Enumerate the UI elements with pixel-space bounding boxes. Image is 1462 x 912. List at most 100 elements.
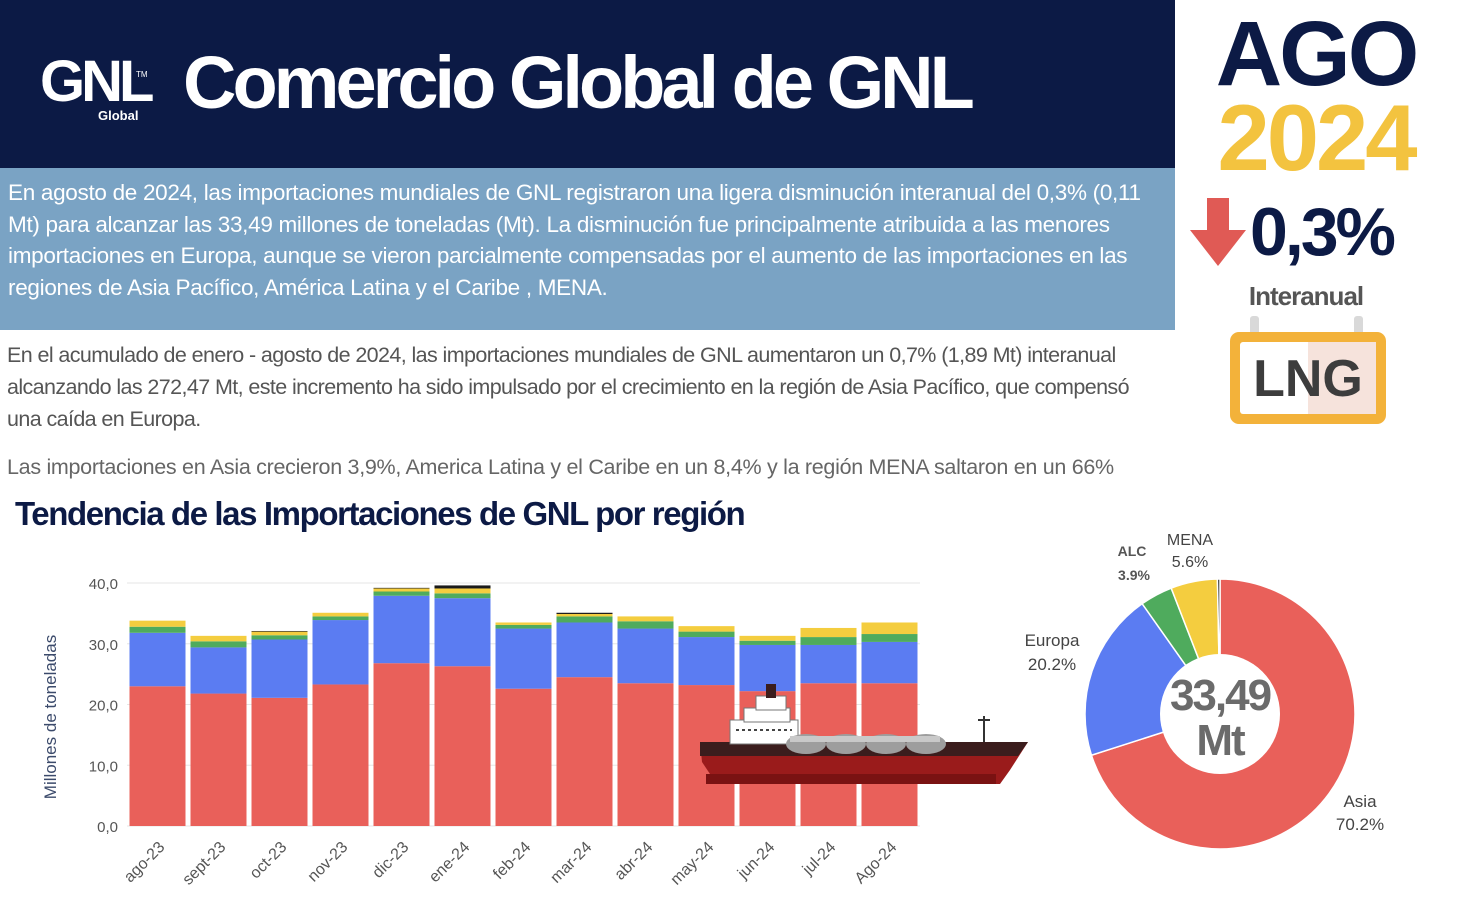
donut-pct-alc: 3.9% [1118,567,1150,583]
donut-pct-asia: 70.2% [1336,815,1384,834]
bar-segment-asia [312,684,369,826]
bar-segment-mena [678,626,735,632]
bar-segment-mena [373,588,430,592]
bar-segment-mena [434,588,491,594]
bar-segment-europa [495,628,552,689]
month-label: AGO [1215,3,1420,105]
bar-segment-asia [129,686,186,826]
bar-segment-mena [251,631,308,636]
bar-segment-mena [129,620,186,627]
x-tick-label: sept-23 [180,839,230,889]
x-tick-label: abr-24 [612,839,657,884]
logo-subtext: Global [98,108,139,123]
bar-segment-europa [129,632,186,687]
gnl-global-logo: GNL TM Global [40,48,154,128]
bar-segment-mena [190,635,247,642]
year-label: 2024 [1217,85,1417,190]
bar-segment-alc [129,626,186,633]
y-axis-label: Millones de toneladas [41,635,60,799]
bar-segment-mena [617,616,674,622]
y-tick-label: 20,0 [89,698,118,715]
x-tick-label: may-24 [668,839,718,889]
bar-segment-alc [251,635,308,640]
y-tick-label: 0,0 [97,819,118,836]
x-tick-label: oct-23 [247,839,291,883]
bar-segment-asia [556,677,613,826]
donut-center-value: 33,49 [1170,671,1271,720]
x-tick-label: ene-24 [426,839,473,886]
bar-segment-asia [617,683,674,826]
lng-sign-text: LNG [1253,350,1363,408]
bar-segment-europa [434,598,491,667]
bar-segment-europa [556,622,613,678]
x-tick-label: dic-23 [369,839,412,882]
change-label: Interanual [1248,281,1364,311]
bar-segment-europa [312,620,369,685]
bar-segment-other [434,585,491,589]
bar-segment-europa [373,595,430,664]
bar-segment-other [251,630,308,632]
x-tick-label: mar-24 [547,839,595,887]
bar-segment-other [556,612,613,614]
donut-label-mena: MENA [1167,532,1214,549]
y-tick-label: 40,0 [89,576,118,593]
x-tick-label: Ago-24 [852,839,901,888]
bar-segment-other [373,587,430,589]
bar-segment-mena [800,627,857,638]
donut-chart: 33,49 Mt MENA 5.6% ALC 3.9% Europa 20.2%… [1025,532,1384,850]
bar-segment-asia [434,666,491,826]
bar-segment-alc [800,637,857,645]
bar-segment-alc [861,634,918,642]
bar-segment-asia [373,663,430,826]
logo-text: GNL [40,49,154,114]
bar-segment-alc [556,616,613,623]
logo-trademark: TM [136,70,148,79]
bar-segment-europa [861,641,918,684]
lng-sign-icon: LNG [1230,316,1386,424]
x-tick-label: nov-23 [305,839,352,886]
page-title: Comercio Global de GNL [183,41,975,124]
bar-segment-alc [495,624,552,629]
bar-segment-alc [678,631,735,638]
bar-segment-mena [556,613,613,617]
bar-segment-europa [617,628,674,684]
donut-center-unit: Mt [1196,716,1246,765]
bar-segment-europa [800,644,857,684]
header-banner: GNL TM Global Comercio Global de GNL [0,0,1175,168]
lng-tanker-illustration [700,684,1028,784]
bar-segment-europa [678,637,735,686]
donut-pct-europa: 20.2% [1028,655,1076,674]
cumulative-paragraph: En el acumulado de enero - agosto de 202… [7,343,1130,431]
bar-segment-alc [617,621,674,629]
summary-text: En agosto de 2024, las importaciones mun… [8,180,1141,300]
bar-segment-mena [495,622,552,625]
bar-segment-asia [190,693,247,826]
bar-segment-europa [251,639,308,698]
bar-segment-asia [495,688,552,826]
chart-title: Tendencia de las Importaciones de GNL po… [15,495,746,532]
bar-segment-alc [190,641,247,648]
bar-segment-alc [434,593,491,599]
donut-label-europa: Europa [1025,631,1080,650]
bar-segment-europa [190,647,247,694]
bar-segment-asia [251,697,308,826]
y-tick-label: 10,0 [89,758,118,775]
regional-growth-paragraph: Las importaciones en Asia crecieron 3,9%… [7,455,1114,479]
change-value: 0,3% [1250,194,1396,270]
x-tick-label: jun-24 [734,839,778,883]
x-tick-label: ago-23 [121,839,168,886]
bar-segment-alc [373,591,430,596]
donut-label-asia: Asia [1343,792,1377,811]
down-arrow-icon [1190,198,1246,266]
bar-segment-alc [312,616,369,621]
y-tick-label: 30,0 [89,637,118,654]
donut-label-alc: ALC [1118,543,1147,559]
bar-segment-europa [739,644,796,692]
x-tick-label: jul-24 [799,839,839,879]
bar-segment-alc [739,640,796,645]
summary-box: En agosto de 2024, las importaciones mun… [0,168,1175,330]
bar-segment-mena [739,635,796,641]
bar-segment-mena [861,622,918,635]
donut-pct-mena: 5.6% [1172,554,1208,571]
bar-segment-mena [312,612,369,617]
